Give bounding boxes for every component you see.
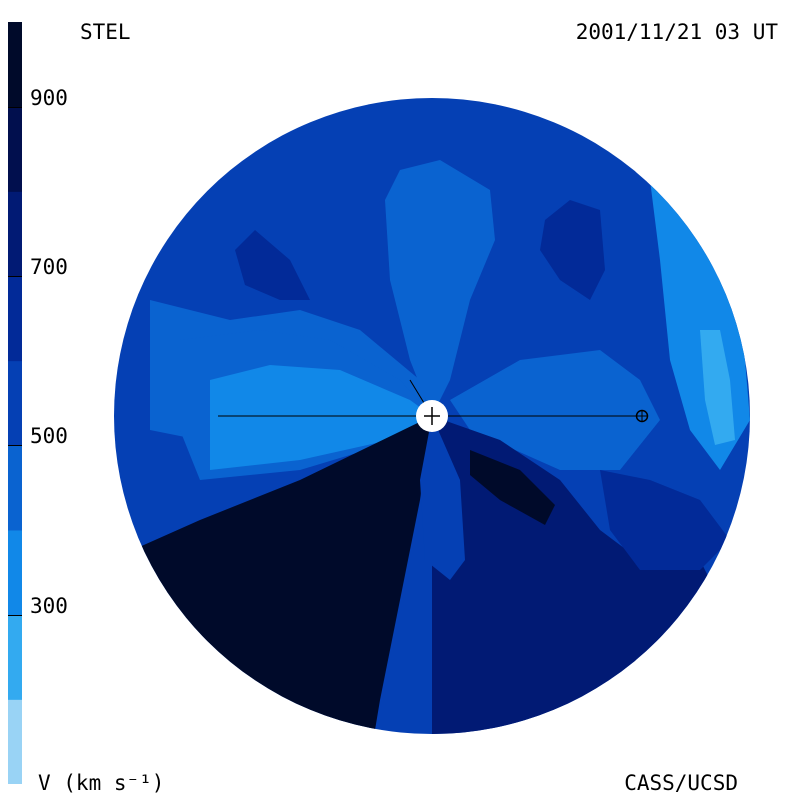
region-east-edge-highlight: [700, 330, 735, 445]
colorbar-tick-300: [8, 614, 22, 616]
colorbar-tick-label-900: 900: [30, 85, 68, 110]
region-east-dark-lobe: [600, 470, 730, 570]
unit-label: V (km s⁻¹): [38, 771, 165, 795]
sun-marker: [416, 400, 448, 432]
colorbar-segment-8: [8, 22, 22, 108]
colorbar: [8, 22, 22, 784]
region-north-central-plume: [385, 160, 495, 416]
colorbar-segment-0: [8, 699, 22, 784]
colorbar-segment-5: [8, 276, 22, 362]
colorbar-tick-label-700: 700: [30, 255, 68, 279]
region-north-west-dark-spot: [235, 230, 310, 300]
region-south-center-ray: [420, 416, 465, 580]
colorbar-segment-4: [8, 360, 22, 446]
source-label: STEL: [80, 20, 131, 44]
colorbar-segment-7: [8, 106, 22, 192]
colorbar-tick-500: [8, 445, 22, 447]
colorbar-tick-700: [8, 276, 22, 277]
colorbar-tick-label-500: 500: [30, 424, 68, 449]
region-north-east-dark-spot: [540, 200, 605, 300]
colorbar-segment-1: [8, 614, 22, 700]
colorbar-tick-label-300: 300: [30, 593, 68, 618]
earth-marker: [635, 409, 649, 423]
colorbar-segment-3: [8, 445, 22, 531]
region-east-band: [450, 350, 660, 470]
colorbar-segment-2: [8, 530, 22, 616]
region-west-light-core: [210, 365, 432, 470]
region-south-east-dark-spot: [470, 450, 555, 525]
colorbar-segment-6: [8, 191, 22, 277]
timestamp-label: 2001/11/21 03 UT: [575, 20, 778, 44]
credit-label: CASS/UCSD: [624, 771, 738, 795]
colorbar-tick-900: [8, 106, 22, 108]
